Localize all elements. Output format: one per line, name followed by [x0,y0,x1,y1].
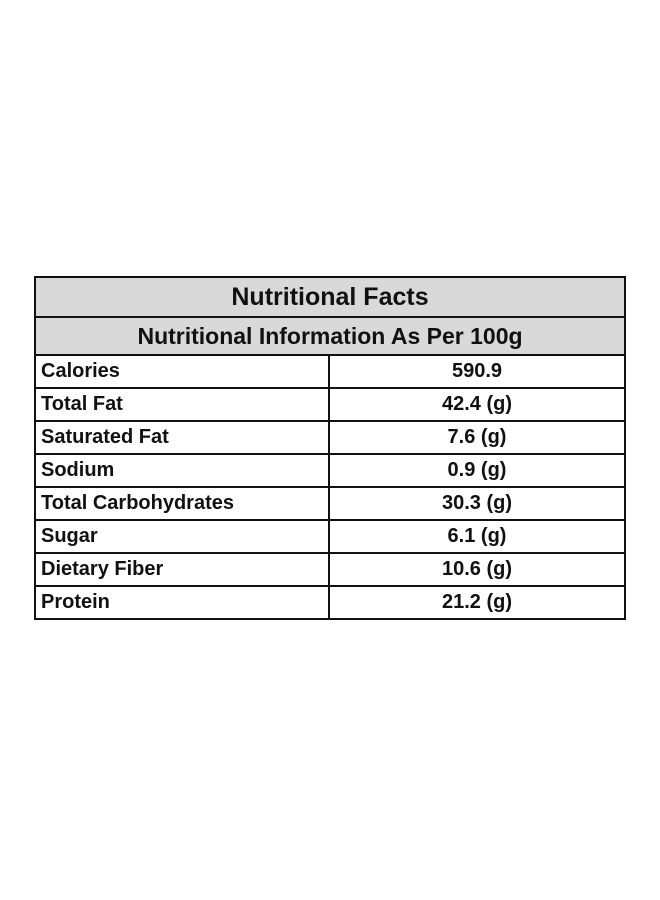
table-row: Sodium 0.9 (g) [34,453,626,488]
nutrient-name: Protein [34,585,330,620]
table-row: Sugar 6.1 (g) [34,519,626,554]
table-subtitle-row: Nutritional Information As Per 100g [34,316,626,356]
nutrient-value: 6.1 (g) [328,519,626,554]
nutrient-value: 21.2 (g) [328,585,626,620]
table-row: Saturated Fat 7.6 (g) [34,420,626,455]
nutrient-name: Sodium [34,453,330,488]
table-row: Dietary Fiber 10.6 (g) [34,552,626,587]
table-row: Total Carbohydrates 30.3 (g) [34,486,626,521]
nutrient-value: 10.6 (g) [328,552,626,587]
table-title-row: Nutritional Facts [34,276,626,318]
table-row: Calories 590.9 [34,354,626,389]
nutrient-name: Dietary Fiber [34,552,330,587]
nutrient-value: 42.4 (g) [328,387,626,422]
nutrient-name: Calories [34,354,330,389]
table-title: Nutritional Facts [34,276,626,318]
nutrient-value: 7.6 (g) [328,420,626,455]
nutrient-name: Saturated Fat [34,420,330,455]
nutrient-value: 0.9 (g) [328,453,626,488]
table-row: Total Fat 42.4 (g) [34,387,626,422]
nutrient-name: Sugar [34,519,330,554]
nutrition-facts-table: Nutritional Facts Nutritional Informatio… [34,276,626,620]
table-row: Protein 21.2 (g) [34,585,626,620]
table-subtitle: Nutritional Information As Per 100g [34,316,626,356]
nutrient-name: Total Fat [34,387,330,422]
nutrient-value: 590.9 [328,354,626,389]
nutrient-name: Total Carbohydrates [34,486,330,521]
nutrient-value: 30.3 (g) [328,486,626,521]
